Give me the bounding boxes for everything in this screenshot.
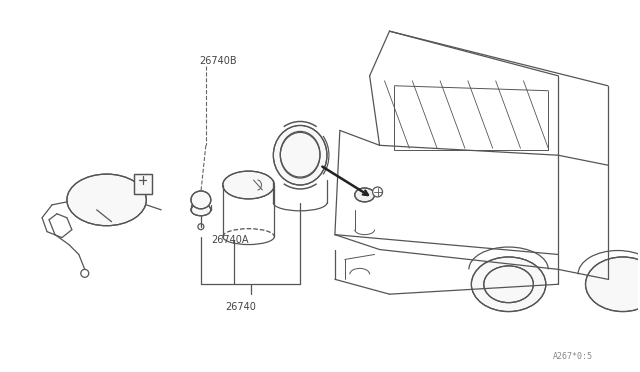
Text: 26740: 26740 <box>226 302 257 312</box>
Ellipse shape <box>223 171 275 199</box>
Text: A267*0:5: A267*0:5 <box>553 352 593 361</box>
Bar <box>134 174 152 194</box>
Ellipse shape <box>67 174 147 226</box>
Circle shape <box>372 187 383 197</box>
Ellipse shape <box>484 266 533 303</box>
Ellipse shape <box>355 188 374 202</box>
Ellipse shape <box>280 132 320 178</box>
Ellipse shape <box>472 257 546 312</box>
Ellipse shape <box>586 257 640 312</box>
Text: 26740A: 26740A <box>211 235 248 245</box>
Bar <box>134 174 152 194</box>
Text: 26740B: 26740B <box>199 56 237 66</box>
Ellipse shape <box>191 191 211 209</box>
Ellipse shape <box>191 204 211 216</box>
Ellipse shape <box>273 125 327 185</box>
